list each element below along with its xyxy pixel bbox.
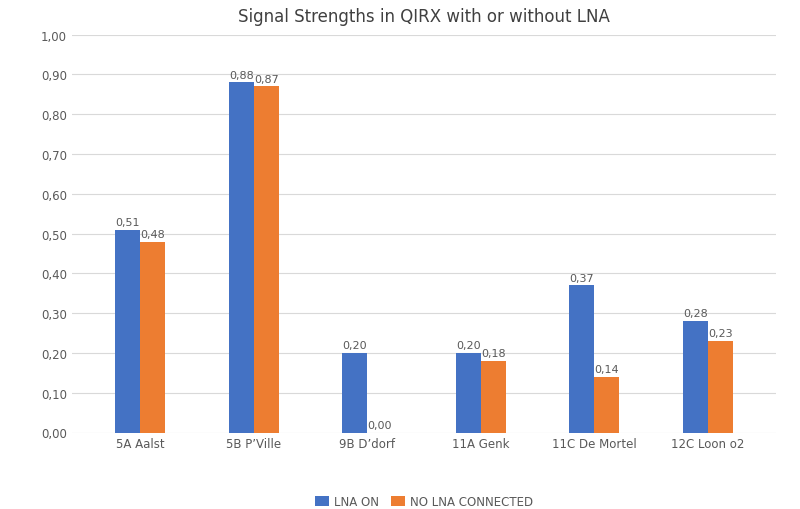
Text: 0,88: 0,88	[229, 71, 254, 80]
Bar	[115, 230, 140, 433]
Text: 0,87: 0,87	[254, 74, 278, 84]
Text: 0,23: 0,23	[708, 329, 733, 338]
Bar	[254, 87, 278, 433]
Legend: LNA ON, NO LNA CONNECTED: LNA ON, NO LNA CONNECTED	[310, 490, 538, 509]
Text: 0,00: 0,00	[367, 420, 392, 430]
Bar	[456, 353, 481, 433]
Bar	[229, 83, 254, 433]
Bar	[140, 242, 165, 433]
Text: 0,28: 0,28	[683, 309, 708, 319]
Bar	[570, 286, 594, 433]
Text: 0,48: 0,48	[140, 230, 165, 239]
Bar	[683, 322, 708, 433]
Title: Signal Strengths in QIRX with or without LNA: Signal Strengths in QIRX with or without…	[238, 8, 610, 26]
Text: 0,20: 0,20	[342, 341, 367, 351]
Bar	[594, 377, 619, 433]
Text: 0,18: 0,18	[481, 349, 506, 358]
Text: 0,51: 0,51	[115, 217, 140, 228]
Text: 0,37: 0,37	[570, 273, 594, 283]
Text: 0,14: 0,14	[594, 364, 619, 374]
Bar	[708, 342, 733, 433]
Bar	[481, 361, 506, 433]
Bar	[342, 353, 367, 433]
Text: 0,20: 0,20	[456, 341, 481, 351]
